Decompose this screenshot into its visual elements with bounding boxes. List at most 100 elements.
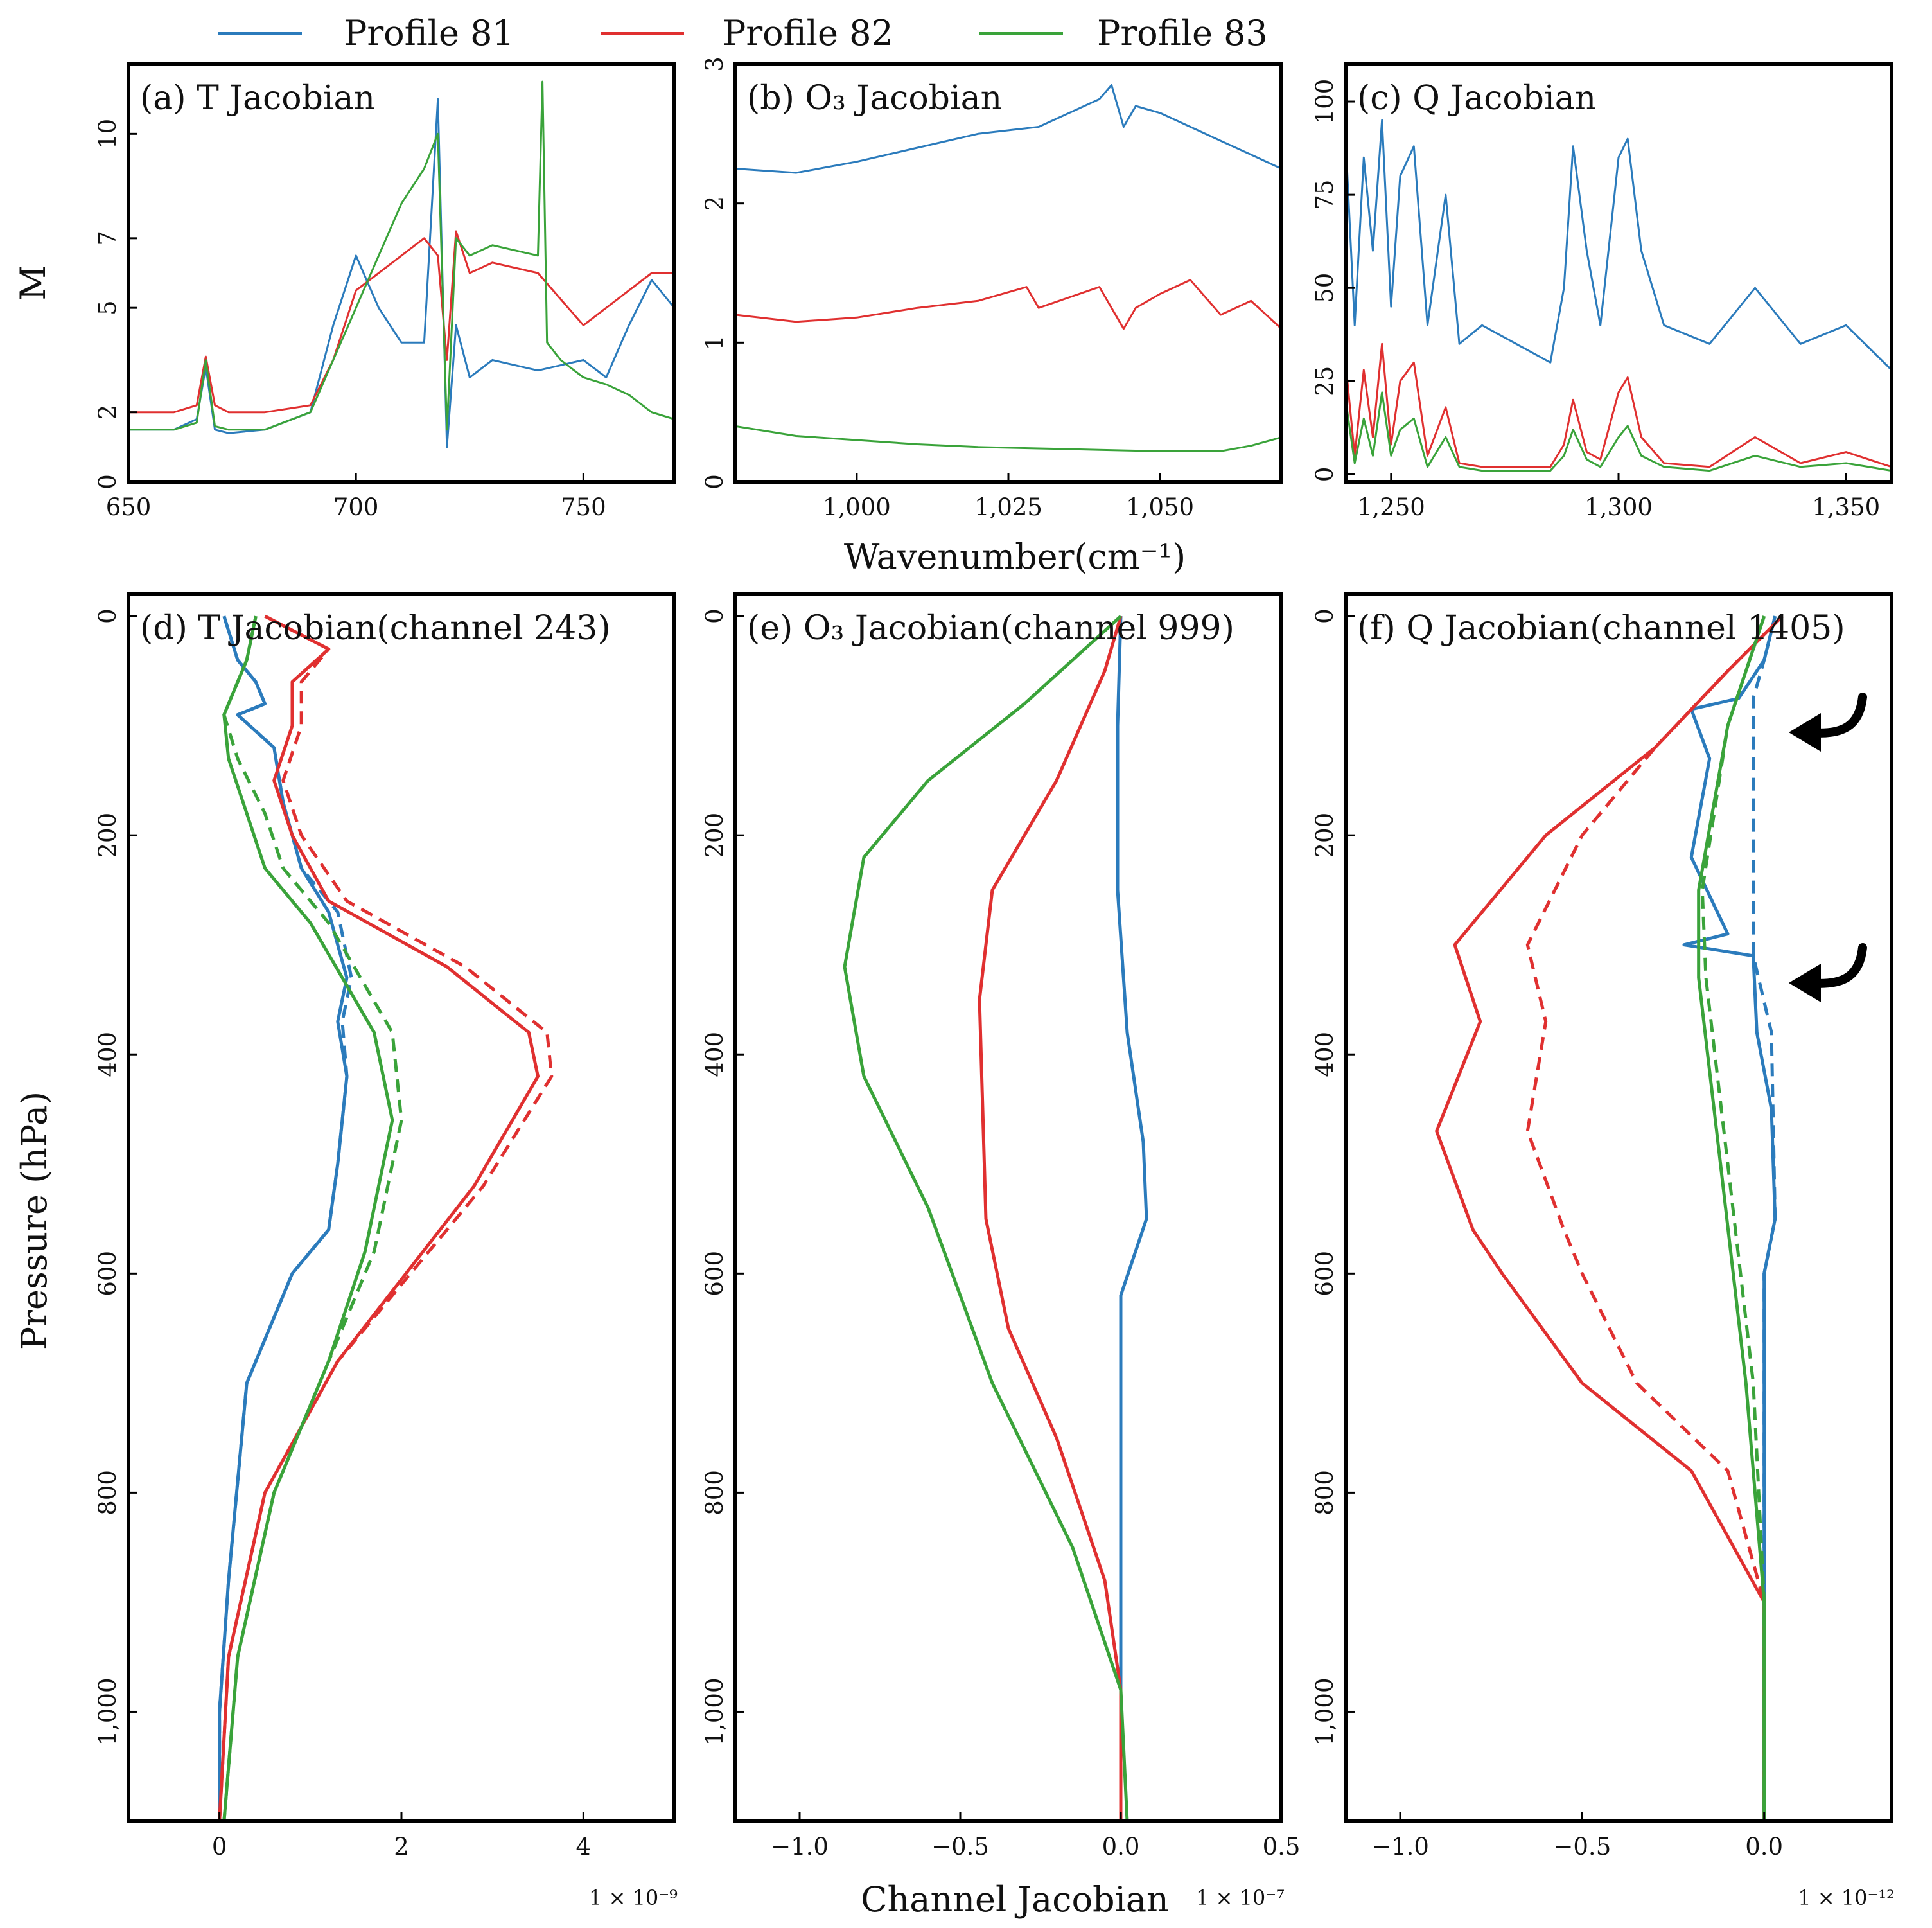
top-x-axis-label: Wavenumber(cm⁻¹) — [844, 536, 1186, 577]
series-line-profile-82 — [978, 615, 1123, 1821]
axis-exponent-label: 1 × 10⁻¹² — [1798, 1886, 1895, 1910]
legend: Profile 81 Profile 82 Profile 83 — [218, 13, 1268, 53]
axes-frame — [733, 592, 1283, 1823]
x-tick-label: −0.5 — [1553, 1833, 1611, 1861]
series-line-profile-82-dashed — [218, 614, 554, 1821]
panel-c: 1,250 1,300 1,350 0 25 50 75 100 (c) Q Jacobian — [1311, 62, 1893, 521]
x-tick-label: −0.5 — [931, 1833, 989, 1861]
series-group — [843, 615, 1148, 1821]
y-tick-label: 200 — [1311, 813, 1339, 858]
series-line-profile-81-dashed — [218, 615, 353, 1821]
y-tick-label: 1 — [701, 335, 728, 351]
panel-title: (c) Q Jacobian — [1357, 79, 1596, 118]
x-tick-label: 1,300 — [1585, 493, 1653, 521]
panel-f: −1.0 −0.5 0.0 0 200 400 600 800 1,000 (f) Q Jacob… — [1311, 592, 1895, 1910]
series-group — [1435, 615, 1784, 1821]
y-tick-label: 10 — [94, 119, 121, 149]
y-tick-label: 2 — [94, 405, 121, 420]
axis-exponent-label: 1 × 10⁻⁹ — [589, 1886, 678, 1910]
y-tick-label: 1,000 — [94, 1677, 121, 1746]
y-tick-label: 75 — [1311, 180, 1339, 210]
series-line-profile-81 — [1682, 615, 1777, 1821]
series-group — [1346, 119, 1892, 472]
y-tick-label: 5 — [94, 300, 121, 315]
series-group — [128, 80, 674, 448]
x-tick-label: 1,050 — [1126, 493, 1194, 521]
series-line-profile-82 — [735, 279, 1281, 330]
annotation-arrows — [1789, 693, 1867, 1002]
y-tick-label: 600 — [94, 1251, 121, 1296]
y-tick-label: 1,000 — [701, 1677, 728, 1746]
panel-b: 1,000 1,025 1,050 0 1 2 3 (b) O₃ Jacobian — [701, 57, 1283, 521]
y-tick-label: 25 — [1311, 366, 1339, 396]
y-tick-label: 1,000 — [1311, 1677, 1339, 1746]
x-tick-label: 0.0 — [1102, 1833, 1140, 1861]
series-line-profile-82 — [218, 614, 540, 1821]
panel-title: (e) O₃ Jacobian(channel 999) — [747, 609, 1234, 648]
series-line-profile-82 — [128, 230, 674, 414]
arrow-head-icon — [1789, 964, 1821, 1002]
y-tick-label: 800 — [701, 1470, 728, 1516]
axes-frame — [733, 62, 1283, 484]
y-tick-label: 800 — [94, 1470, 121, 1516]
axes-frame — [127, 592, 676, 1823]
bottom-x-axis-label: Channel Jacobian — [861, 1879, 1169, 1920]
bottom-y-axis-label: Pressure (hPa) — [14, 1092, 55, 1350]
series-line-profile-83 — [735, 425, 1281, 452]
axes-frame — [1344, 592, 1893, 1823]
x-tick-label: 1,025 — [974, 493, 1042, 521]
x-tick-label: 4 — [576, 1833, 592, 1861]
panel-title: (f) Q Jacobian(channel 1405) — [1357, 609, 1845, 648]
x-tick-label: −1.0 — [1371, 1833, 1429, 1861]
panel-title: (b) O₃ Jacobian — [747, 79, 1002, 118]
y-tick-label: 100 — [1311, 79, 1339, 125]
y-tick-label: 0 — [94, 608, 121, 624]
y-tick-label: 0 — [1311, 467, 1339, 482]
axes-frame — [127, 62, 676, 484]
y-tick-label: 200 — [94, 813, 121, 858]
legend-label-profile-82: Profile 82 — [723, 13, 893, 53]
series-line-profile-83 — [128, 80, 674, 431]
panel-title: (a) T Jacobian — [140, 79, 375, 118]
series-line-profile-82 — [1435, 615, 1784, 1821]
y-tick-label: 400 — [701, 1032, 728, 1077]
x-tick-label: 650 — [106, 493, 152, 521]
series-group — [218, 614, 554, 1821]
series-line-profile-83 — [1346, 391, 1892, 472]
x-tick-label: 700 — [333, 493, 379, 521]
x-tick-label: 750 — [561, 493, 606, 521]
series-line-profile-83-dashed — [1700, 615, 1766, 1821]
y-tick-label: 2 — [701, 196, 728, 211]
series-line-profile-81-dashed — [1752, 615, 1777, 1821]
series-line-profile-83 — [1697, 615, 1766, 1821]
x-tick-label: 1,350 — [1812, 493, 1880, 521]
panel-a: 650 700 750 0 2 5 7 10 (a) T Jacobian — [94, 62, 676, 521]
y-tick-label: 50 — [1311, 273, 1339, 303]
y-tick-label: 0 — [1311, 608, 1339, 624]
series-line-profile-83 — [843, 615, 1129, 1821]
y-tick-label: 400 — [94, 1032, 121, 1077]
top-y-axis-label: M — [13, 265, 53, 300]
x-tick-label: 1,250 — [1357, 493, 1425, 521]
panel-title: (d) T Jacobian(channel 243) — [140, 609, 611, 648]
axes-frame — [1344, 62, 1893, 484]
x-tick-label: 0.0 — [1745, 1833, 1783, 1861]
series-line-profile-82 — [1346, 342, 1892, 468]
series-line-profile-81 — [1346, 119, 1892, 371]
axis-exponent-label: 1 × 10⁻⁷ — [1196, 1886, 1285, 1910]
y-tick-label: 800 — [1311, 1470, 1339, 1516]
series-line-profile-83-dashed — [222, 615, 403, 1821]
panel-e: −1.0 −0.5 0.0 0.5 0 200 400 600 800 1,000 (e) O₃ J… — [701, 592, 1300, 1910]
series-line-profile-83 — [222, 615, 394, 1821]
panel-d: 0 2 4 0 200 400 600 800 1,000 (d) T Jacobian(chan… — [94, 592, 678, 1910]
legend-label-profile-81: Profile 81 — [344, 13, 514, 53]
y-tick-label: 7 — [94, 231, 121, 246]
y-tick-label: 3 — [701, 57, 728, 72]
x-tick-label: −1.0 — [771, 1833, 829, 1861]
series-line-profile-82-dashed — [1525, 615, 1784, 1821]
arrow-head-icon — [1789, 713, 1821, 752]
series-group — [735, 84, 1281, 452]
series-line-profile-81 — [735, 84, 1281, 174]
series-line-profile-81 — [1116, 616, 1148, 1821]
